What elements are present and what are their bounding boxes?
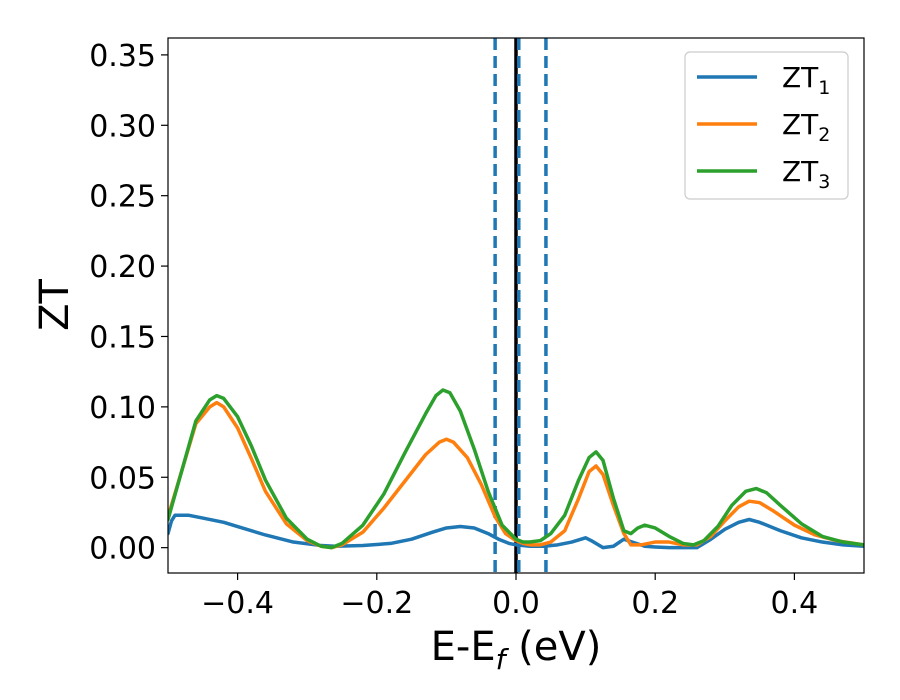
x-tick-label: −0.2 (340, 586, 413, 621)
series-layer (168, 388, 864, 550)
x-axis-label-main: E-E (431, 624, 496, 670)
x-tick-label: 0.4 (771, 586, 819, 621)
series-line-zt3 (168, 388, 864, 550)
y-tick-label: 0.20 (89, 250, 156, 285)
y-tick-label: 0.05 (89, 461, 156, 496)
y-axis-ticks: 0.00 0.05 0.10 0.15 0.20 0.25 0.30 0.35 (89, 39, 168, 567)
y-axis-label: ZT (32, 279, 78, 331)
y-tick-label: 0.15 (89, 320, 156, 355)
x-axis-ticks: −0.4 −0.2 0.0 0.2 0.4 (201, 573, 818, 621)
y-tick-label: 0.25 (89, 180, 156, 215)
y-tick-label: 0.30 (89, 109, 156, 144)
vertical-lines (493, 38, 548, 573)
y-tick-label: 0.35 (89, 39, 156, 74)
x-tick-label: −0.4 (201, 586, 274, 621)
x-tick-label: 0.2 (631, 586, 679, 621)
legend-box (684, 51, 849, 200)
y-tick-label: 0.10 (89, 391, 156, 426)
x-tick-label: 0.0 (492, 586, 540, 621)
x-axis-label: E-Ef (eV) (431, 624, 602, 676)
y-tick-label: 0.00 (89, 532, 156, 567)
x-axis-label-unit: (eV) (505, 624, 601, 670)
